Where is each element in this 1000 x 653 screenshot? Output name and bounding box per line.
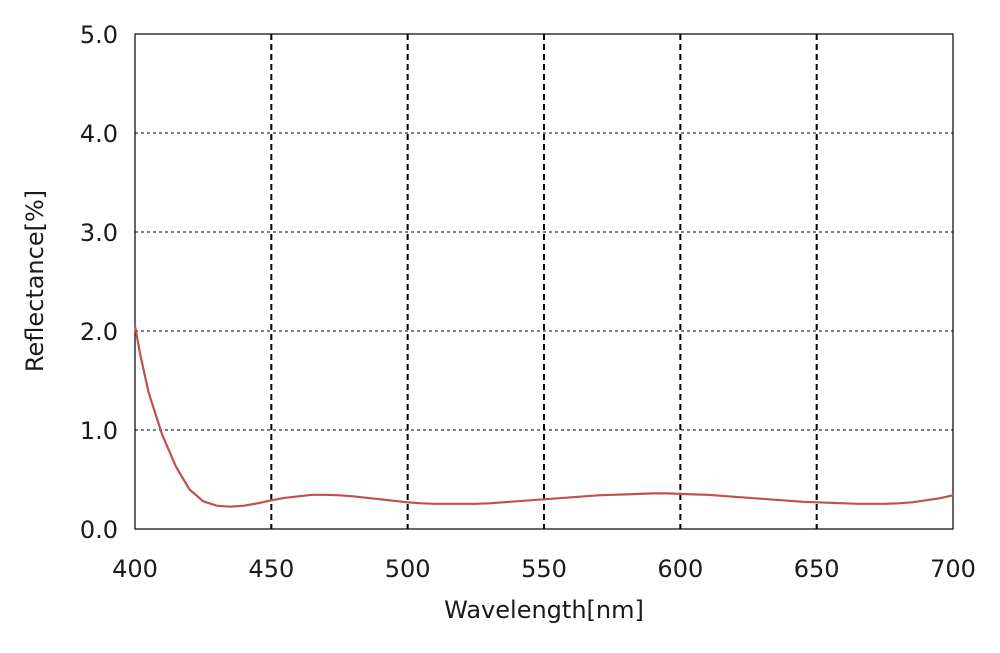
series-layer bbox=[133, 325, 955, 508]
y-tick-label: 2.0 bbox=[80, 318, 118, 346]
y-tick-label: 4.0 bbox=[80, 120, 118, 148]
y-tick-label: 3.0 bbox=[80, 219, 118, 247]
plot-area-frame bbox=[134, 33, 954, 530]
y-tick-label: 1.0 bbox=[80, 417, 118, 445]
x-tick-label: 600 bbox=[657, 555, 703, 583]
x-tick-label: 500 bbox=[385, 555, 431, 583]
tick-label-layer: 400 450 500 550 600 650 700 0.0 1.0 2.0 3.0 4.0 5.0 bbox=[80, 21, 976, 583]
x-tick-label: 700 bbox=[930, 555, 976, 583]
y-tick-label: 0.0 bbox=[80, 516, 118, 544]
x-tick-label: 650 bbox=[794, 555, 840, 583]
x-tick-label: 550 bbox=[521, 555, 567, 583]
x-tick-label: 400 bbox=[112, 555, 158, 583]
grid-layer bbox=[135, 34, 953, 529]
x-tick-label: 450 bbox=[248, 555, 294, 583]
y-axis-title: Reflectance[%] bbox=[21, 190, 49, 372]
y-tick-label: 5.0 bbox=[80, 21, 118, 49]
reflectance-series-line bbox=[133, 325, 955, 508]
x-axis-title: Wavelength[nm] bbox=[444, 596, 644, 624]
